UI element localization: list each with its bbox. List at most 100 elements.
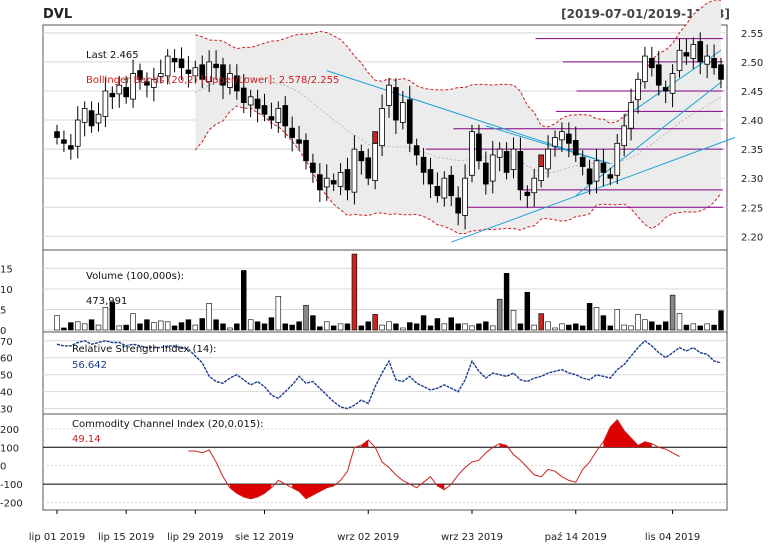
candle-body	[393, 87, 399, 121]
candle-body	[635, 78, 641, 101]
volume-bar	[531, 324, 537, 331]
candle-body	[655, 64, 662, 86]
rsi-last: 56.642	[72, 360, 107, 371]
volume-bar	[441, 323, 448, 331]
volume-bar	[690, 323, 697, 331]
volume-bar	[296, 321, 302, 331]
trendline	[575, 81, 722, 197]
candle-body	[206, 61, 212, 83]
candle-body	[372, 142, 378, 181]
volume-bar	[151, 322, 157, 331]
rsi-tick-label: 50	[0, 371, 13, 382]
volume-bar	[545, 321, 551, 331]
candle-body	[61, 139, 67, 144]
volume-bar	[600, 315, 607, 331]
candle-body	[489, 154, 496, 182]
candle-body	[559, 131, 565, 141]
volume-bar	[503, 273, 510, 331]
cci-tick-label: 0	[0, 462, 6, 473]
volume-tick-label: 5	[0, 305, 6, 316]
volume-bar	[496, 298, 503, 331]
candle-body	[711, 58, 717, 69]
candle-body	[593, 160, 600, 182]
candle-body	[157, 73, 164, 77]
volume-bar	[68, 322, 74, 331]
bollinger-label: Bollinger Bands (20,2) [Upper/Lower]: 2.…	[86, 75, 339, 86]
candle-body	[171, 58, 178, 63]
volume-bar	[476, 323, 482, 331]
cci-tick-label: -200	[0, 498, 23, 509]
rsi-tick-label: 30	[0, 405, 13, 416]
volume-bar	[137, 323, 143, 331]
candle-body	[240, 87, 247, 104]
volume-bar	[448, 317, 454, 331]
volume-bar	[455, 323, 461, 331]
cci-title: Commodity Channel Index (20,0.015):	[72, 419, 264, 430]
candle-body	[434, 185, 441, 197]
candle-body	[607, 174, 614, 179]
volume-bar	[220, 323, 226, 331]
volume-bar	[718, 310, 724, 331]
candle-body	[662, 87, 669, 92]
volume-bar	[462, 323, 468, 331]
candle-body	[303, 140, 309, 162]
candle-body	[254, 98, 261, 109]
candle-body	[517, 151, 524, 191]
candle-body	[614, 142, 621, 176]
volume-bar	[164, 321, 171, 331]
x-tick-label: lip 01 2019	[29, 532, 85, 543]
candle-body	[413, 145, 420, 156]
price-tick-label: 2.45	[741, 87, 763, 98]
volume-last: 473,991	[86, 296, 127, 307]
candle-body	[586, 168, 593, 185]
candle-body	[642, 55, 648, 83]
price-tick-label: 2.25	[741, 203, 763, 214]
candle-body	[552, 137, 558, 147]
cci-frame	[42, 413, 728, 511]
volume-bar	[483, 321, 489, 331]
volume-bar	[517, 323, 524, 331]
volume-bar	[358, 325, 365, 331]
volume-bar	[123, 324, 129, 331]
volume-bar	[317, 326, 323, 331]
volume-bar	[351, 253, 358, 331]
candle-body	[496, 148, 503, 158]
volume-bar	[510, 309, 517, 331]
volume-bar	[607, 325, 614, 331]
volume-bar	[261, 323, 268, 331]
x-axis: lip 01 2019 lip 15 2019 lip 29 2019 sie 12 …	[29, 510, 700, 543]
candle-body	[572, 140, 579, 156]
candle-body	[116, 84, 123, 95]
candle-body	[400, 102, 406, 123]
candle-body	[109, 92, 116, 98]
volume-bar	[213, 319, 219, 331]
candle-body	[690, 44, 697, 59]
volume-bar	[344, 323, 351, 331]
volume-bar	[559, 323, 565, 331]
candle-body	[268, 116, 275, 121]
volume-bar	[407, 322, 413, 331]
volume-bar	[144, 319, 150, 331]
volume-bar	[566, 324, 572, 331]
volume-bar	[469, 325, 475, 331]
last-price-label: Last 2.465	[86, 50, 139, 61]
candle-body	[95, 113, 102, 124]
volume-bar	[586, 303, 593, 331]
volume-bar	[61, 327, 67, 331]
volume-bar	[524, 291, 531, 331]
volume-bar	[282, 323, 288, 331]
volume-bar	[268, 317, 275, 331]
rsi-title: Relative Strength Index (14):	[72, 344, 217, 355]
volume-bar	[538, 313, 544, 331]
candle-body	[289, 127, 295, 138]
volume-bar	[593, 307, 600, 331]
candle-body	[227, 73, 233, 88]
volume-bar	[649, 321, 655, 331]
candle-body	[130, 73, 136, 100]
volume-bar	[95, 324, 102, 331]
volume-tick-label: 0	[0, 326, 6, 337]
volume-bar	[247, 319, 254, 331]
volume-bar	[379, 324, 385, 331]
volume-bar	[310, 315, 316, 331]
